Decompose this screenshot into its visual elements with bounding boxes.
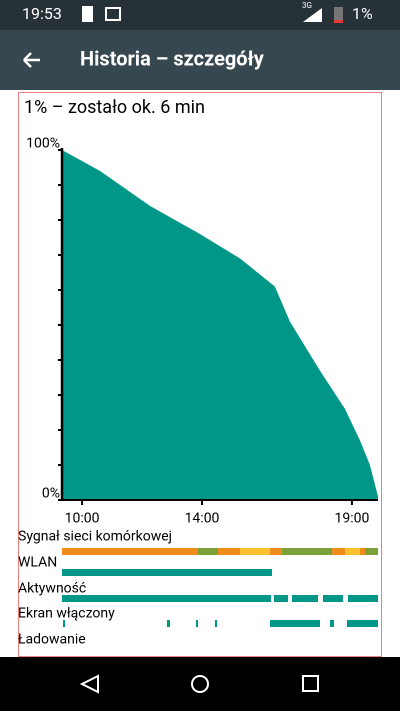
track-label: Aktywność bbox=[18, 581, 86, 597]
battery-level bbox=[334, 20, 343, 23]
status-bar bbox=[0, 0, 400, 30]
y-tick-label: 100% bbox=[26, 136, 60, 152]
x-tick-label: 10:00 bbox=[65, 511, 100, 527]
screen-bar bbox=[167, 620, 170, 627]
nav-bar bbox=[0, 657, 400, 711]
nav-back[interactable] bbox=[79, 674, 99, 694]
track-label: WLAN bbox=[18, 555, 57, 571]
app-title: Historia – szczegóły bbox=[80, 46, 265, 70]
track-label: Ładowanie bbox=[18, 632, 86, 648]
screen-bar bbox=[63, 620, 65, 627]
wlan-bar bbox=[62, 569, 272, 576]
activity-bar bbox=[292, 595, 318, 602]
nav-recents[interactable] bbox=[302, 675, 319, 692]
summary: 1% – zostało ok. 6 min bbox=[24, 97, 205, 118]
track-label: Sygnał sieci komórkowej bbox=[18, 529, 172, 545]
screen-bar bbox=[215, 620, 217, 627]
back-button[interactable] bbox=[23, 52, 40, 68]
alert-icon bbox=[82, 6, 93, 22]
chart: 0% 100% 10:00 14:00 19:00 Sygnał sieci komórk… bbox=[18, 136, 378, 648]
signal-bar bbox=[198, 548, 218, 555]
screen-bar bbox=[347, 620, 378, 627]
activity-bar bbox=[274, 595, 288, 602]
nav-home[interactable] bbox=[191, 675, 209, 693]
activity-bar bbox=[348, 595, 378, 602]
signal-bar bbox=[365, 548, 378, 555]
signal-bar bbox=[282, 548, 332, 555]
signal-bar bbox=[62, 548, 378, 555]
panel-border bbox=[18, 92, 382, 657]
screen-bar bbox=[330, 620, 334, 627]
image-icon bbox=[105, 7, 121, 21]
status-time: 19:53 bbox=[22, 4, 62, 23]
screen-bar bbox=[196, 620, 198, 627]
battery-text: 1% bbox=[352, 4, 373, 23]
activity-bar bbox=[62, 595, 271, 602]
battery-icon bbox=[334, 7, 343, 23]
screen-bar bbox=[270, 620, 320, 627]
track-label: Ekran włączony bbox=[18, 606, 115, 622]
y-tick-label: 0% bbox=[42, 486, 60, 502]
app-bar bbox=[0, 30, 400, 90]
signal-bar bbox=[240, 548, 270, 555]
x-tick-label: 19:00 bbox=[334, 511, 369, 527]
battery-area bbox=[62, 150, 378, 500]
track-bars bbox=[62, 548, 378, 627]
activity-bar bbox=[323, 595, 343, 602]
network-type: 3G bbox=[302, 1, 312, 10]
x-tick-label: 14:00 bbox=[185, 511, 220, 527]
signal-icon bbox=[303, 8, 322, 22]
signal-bar bbox=[345, 548, 360, 555]
